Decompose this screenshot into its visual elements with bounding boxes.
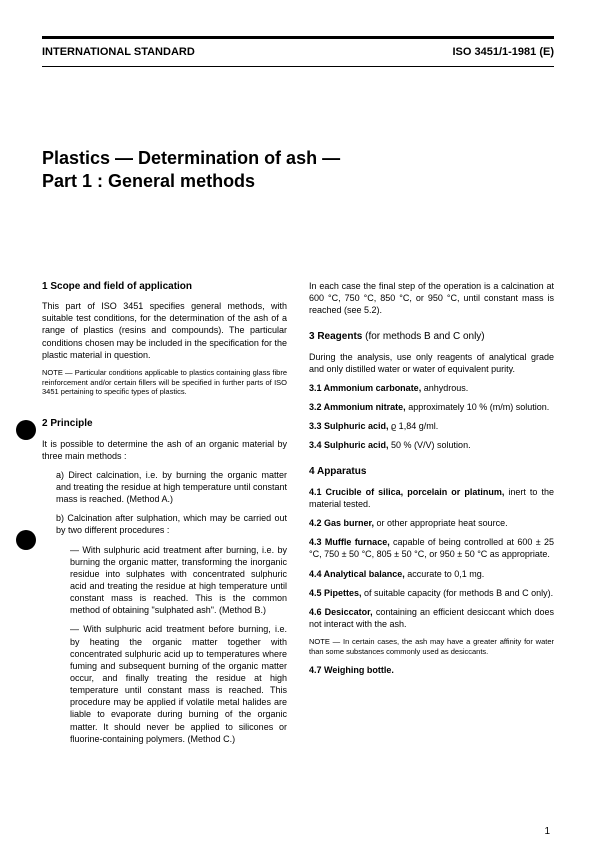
top-rule (42, 36, 554, 39)
item-3-1: 3.1 Ammonium carbonate, anhydrous. (309, 382, 554, 394)
item-4-2-label: 4.2 Gas burner, (309, 518, 374, 528)
header-left: INTERNATIONAL STANDARD (42, 45, 195, 60)
item-4-7-label: 4.7 Weighing bottle. (309, 665, 394, 675)
punch-hole-bottom (16, 530, 36, 550)
item-3-3-text: ϱ 1,84 g/ml. (389, 421, 439, 431)
left-column: 1 Scope and field of application This pa… (42, 280, 287, 752)
section-2-b: b) Calcination after sulphation, which m… (42, 512, 287, 536)
item-3-1-text: anhydrous. (421, 383, 468, 393)
item-4-5: 4.5 Pipettes, of suitable capacity (for … (309, 587, 554, 599)
title-line-2: Part 1 : General methods (42, 170, 554, 193)
item-4-5-label: 4.5 Pipettes, (309, 588, 362, 598)
punch-hole-top (16, 420, 36, 440)
item-4-4-label: 4.4 Analytical balance, (309, 569, 405, 579)
section-2-a: a) Direct calcination, i.e. by burning t… (42, 469, 287, 505)
columns: 1 Scope and field of application This pa… (42, 280, 554, 752)
top-rule-thin (42, 66, 554, 67)
section-2-p1: It is possible to determine the ash of a… (42, 438, 287, 462)
section-1-p1: This part of ISO 3451 specifies general … (42, 300, 287, 361)
item-3-1-label: 3.1 Ammonium carbonate, (309, 383, 421, 393)
item-4-1: 4.1 Crucible of silica, porcelain or pla… (309, 486, 554, 510)
item-4-6: 4.6 Desiccator, containing an efficient … (309, 606, 554, 630)
section-3-head-text: 3 Reagents (309, 331, 362, 342)
header-right: ISO 3451/1-1981 (E) (452, 45, 554, 60)
item-4-2: 4.2 Gas burner, or other appropriate hea… (309, 517, 554, 529)
item-4-7: 4.7 Weighing bottle. (309, 664, 554, 676)
section-2-b2: — With sulphuric acid treatment before b… (42, 623, 287, 744)
page-number: 1 (544, 825, 550, 839)
section-3-head-note: (for methods B and C only) (362, 331, 484, 342)
item-4-6-label: 4.6 Desiccator, (309, 607, 373, 617)
section-3-p1: During the analysis, use only reagents o… (309, 351, 554, 375)
title-line-1: Plastics — Determination of ash — (42, 147, 554, 170)
item-3-2: 3.2 Ammonium nitrate, approximately 10 %… (309, 401, 554, 413)
header: INTERNATIONAL STANDARD ISO 3451/1-1981 (… (42, 45, 554, 60)
item-3-4-text: 50 % (V/V) solution. (389, 440, 471, 450)
section-1-note: NOTE — Particular conditions applicable … (42, 368, 287, 397)
item-4-2-text: or other appropriate heat source. (374, 518, 508, 528)
item-3-4-label: 3.4 Sulphuric acid, (309, 440, 389, 450)
item-4-4: 4.4 Analytical balance, accurate to 0,1 … (309, 568, 554, 580)
section-3-head: 3 Reagents (for methods B and C only) (309, 330, 554, 344)
section-1-head: 1 Scope and field of application (42, 280, 287, 294)
item-3-4: 3.4 Sulphuric acid, 50 % (V/V) solution. (309, 439, 554, 451)
page-title: Plastics — Determination of ash — Part 1… (42, 147, 554, 194)
item-3-3-label: 3.3 Sulphuric acid, (309, 421, 389, 431)
section-2-head: 2 Principle (42, 417, 287, 431)
item-4-5-text: of suitable capacity (for methods B and … (362, 588, 554, 598)
right-intro: In each case the final step of the opera… (309, 280, 554, 316)
section-2-b1: — With sulphuric acid treatment after bu… (42, 544, 287, 617)
item-3-3: 3.3 Sulphuric acid, ϱ 1,84 g/ml. (309, 420, 554, 432)
item-3-2-label: 3.2 Ammonium nitrate, (309, 402, 406, 412)
item-4-3-label: 4.3 Muffle furnace, (309, 537, 390, 547)
item-4-1-label: 4.1 Crucible of silica, porcelain or pla… (309, 487, 504, 497)
item-4-4-text: accurate to 0,1 mg. (405, 569, 485, 579)
section-4-note: NOTE — In certain cases, the ash may hav… (309, 637, 554, 657)
section-4-head: 4 Apparatus (309, 465, 554, 479)
item-3-2-text: approximately 10 % (m/m) solution. (406, 402, 550, 412)
right-column: In each case the final step of the opera… (309, 280, 554, 752)
item-4-3: 4.3 Muffle furnace, capable of being con… (309, 536, 554, 560)
